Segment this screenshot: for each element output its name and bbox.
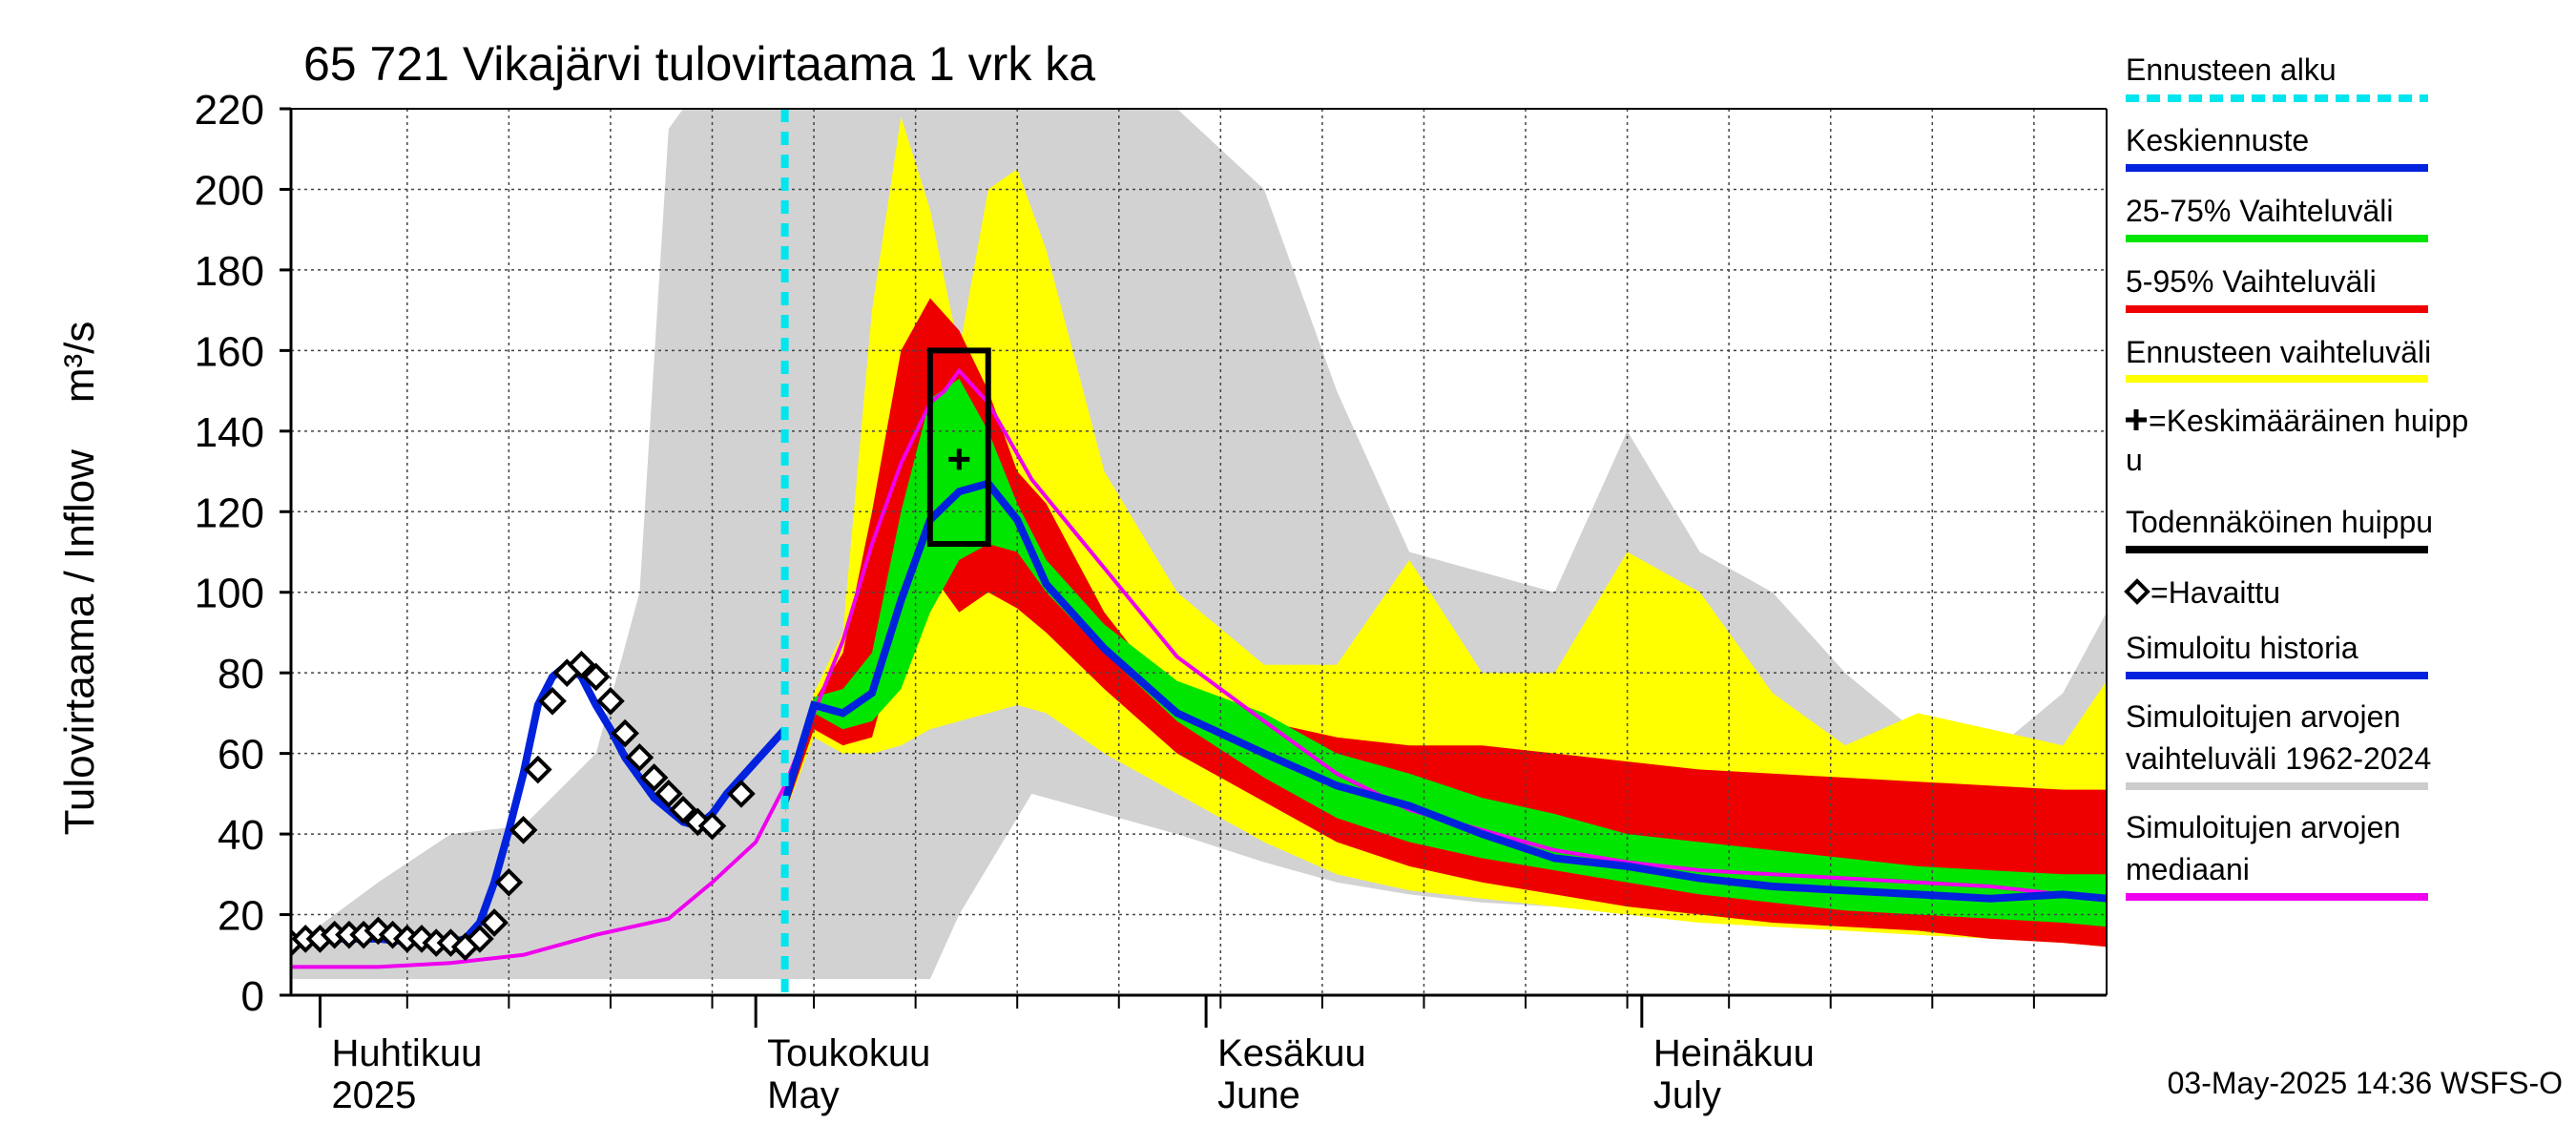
observed-point [466, 925, 494, 953]
y-tick-label: 80 [218, 651, 264, 697]
legend: Ennusteen alku Keskiennuste 25-75% Vaihtel… [2124, 52, 2468, 901]
legend-label: Ennusteen alku [2126, 52, 2337, 87]
legend-item: Simuloitujen arvojen vaihteluväli 1962-20… [2126, 699, 2431, 790]
observed-point [523, 755, 552, 784]
y-tick-label: 20 [218, 893, 264, 940]
legend-label: Simuloitu historia [2126, 631, 2358, 665]
x-month-sublabel: June [1217, 1074, 1300, 1116]
legend-item: Simuloitujen arvojen mediaani [2126, 810, 2428, 901]
observed-point [625, 743, 654, 772]
observed-point [596, 686, 625, 716]
legend-label: Ennusteen vaihteluväli [2126, 335, 2431, 369]
observed-point [611, 718, 639, 748]
observed-point [683, 807, 713, 837]
observed-point [538, 686, 567, 716]
legend-label: 5-95% Vaihteluväli [2126, 264, 2377, 299]
timestamp-footer: 03-May-2025 14:36 WSFS-O [2168, 1066, 2563, 1100]
y-tick-label: 160 [195, 328, 264, 375]
legend-item: Todennäköinen huippu [2126, 505, 2433, 553]
legend-item: 5-95% Vaihteluväli [2126, 264, 2428, 313]
mean-peak-marker [948, 448, 970, 470]
y-tick-label: 140 [195, 409, 264, 456]
x-month-label: Huhtikuu [331, 1032, 482, 1074]
chart-title: 65 721 Vikajärvi tulovirtaama 1 vrk ka [303, 37, 1095, 91]
forecast-range-band [784, 116, 2107, 947]
observed-point [639, 763, 669, 792]
legend-label: Simuloitujen arvojen [2126, 810, 2400, 844]
y-tick-label: 40 [218, 812, 264, 859]
x-month-sublabel: May [767, 1074, 840, 1116]
observed-point [697, 811, 727, 841]
legend-label: Keskiennuste [2126, 123, 2309, 157]
legend-item: =Keskimääräinen huippu [2126, 404, 2468, 477]
legend-label-line2: u [2126, 443, 2143, 477]
legend-item: 25-75% Vaihteluväli [2126, 194, 2428, 242]
y-tick-label: 200 [195, 167, 264, 214]
observed-point [654, 780, 683, 808]
observed-point [480, 908, 509, 937]
legend-item: Ennusteen alku [2126, 52, 2428, 102]
observed-point [509, 816, 538, 844]
x-month-label: Toukokuu [767, 1032, 930, 1074]
p5-95-band [784, 298, 2107, 947]
median-forecast-line [780, 479, 2107, 903]
legend-diamond-marker [2124, 578, 2150, 605]
y-tick-label: 0 [241, 973, 264, 1020]
observed-point [727, 780, 756, 808]
observed-point [669, 795, 697, 824]
legend-item: =Havaittu [2124, 575, 2280, 610]
x-month-sublabel: July [1653, 1074, 1721, 1116]
legend-label: Simuloitujen arvojen [2126, 699, 2400, 734]
x-month-label: Kesäkuu [1217, 1032, 1366, 1074]
plot-area [291, 108, 2107, 995]
observed-point [581, 662, 611, 692]
legend-label: =Havaittu [2150, 575, 2280, 610]
legend-label: =Keskimääräinen huipp [2149, 404, 2468, 438]
legend-item: Ennusteen vaihteluväli [2126, 335, 2431, 383]
x-month-sublabel: 2025 [331, 1074, 416, 1116]
legend-item: Simuloitu historia [2126, 631, 2428, 679]
observed-point [567, 650, 596, 679]
observed-point [494, 867, 524, 897]
axes: 0 20 40 60 80 100 120 140 160 180 200 220 Huhtikuu20… [195, 87, 2108, 1116]
y-tick-label: 220 [195, 87, 264, 134]
legend-item: Keskiennuste [2126, 123, 2428, 172]
observed-point [407, 925, 436, 953]
legend-label-line2: vaihteluväli 1962-2024 [2126, 741, 2431, 776]
likely-peak-box [926, 347, 991, 548]
legend-label-line2: mediaani [2126, 852, 2250, 886]
y-tick-label: 180 [195, 248, 264, 295]
y-tick-label: 120 [195, 489, 264, 536]
y-tick-label: 100 [195, 571, 264, 617]
y-axis-label: Tulovirtaama / Inflow m³/s [56, 322, 103, 836]
plot-series-group [291, 108, 2107, 995]
legend-label: Todennäköinen huippu [2126, 505, 2433, 539]
legend-plus-marker [2126, 409, 2147, 430]
y-tick-label: 60 [218, 732, 264, 779]
x-month-label: Heinäkuu [1653, 1032, 1815, 1074]
legend-label: 25-75% Vaihteluväli [2126, 194, 2393, 228]
